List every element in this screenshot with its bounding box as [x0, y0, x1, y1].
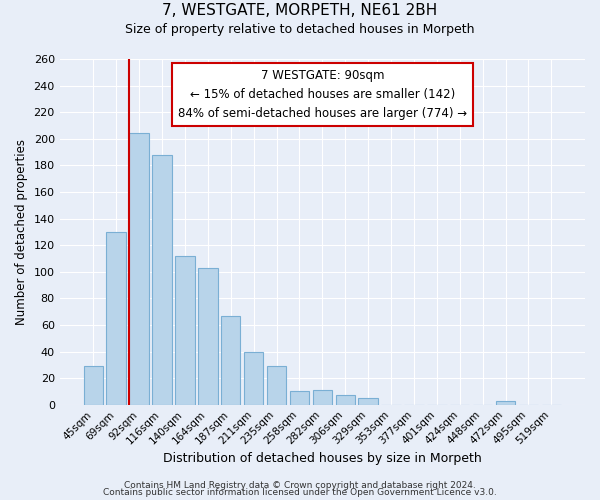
Bar: [358, 398, 378, 404]
Bar: [290, 392, 309, 404]
Bar: [313, 390, 332, 404]
Bar: [244, 352, 263, 405]
Text: 7 WESTGATE: 90sqm
← 15% of detached houses are smaller (142)
84% of semi-detache: 7 WESTGATE: 90sqm ← 15% of detached hous…: [178, 70, 467, 120]
Bar: [130, 134, 149, 404]
Bar: [175, 256, 194, 404]
X-axis label: Distribution of detached houses by size in Morpeth: Distribution of detached houses by size …: [163, 452, 482, 465]
Bar: [198, 268, 218, 404]
Text: Size of property relative to detached houses in Morpeth: Size of property relative to detached ho…: [125, 22, 475, 36]
Y-axis label: Number of detached properties: Number of detached properties: [15, 139, 28, 325]
Bar: [106, 232, 126, 404]
Bar: [335, 396, 355, 404]
Text: Contains public sector information licensed under the Open Government Licence v3: Contains public sector information licen…: [103, 488, 497, 497]
Bar: [267, 366, 286, 405]
Bar: [221, 316, 241, 404]
Bar: [496, 400, 515, 404]
Text: Contains HM Land Registry data © Crown copyright and database right 2024.: Contains HM Land Registry data © Crown c…: [124, 480, 476, 490]
Bar: [152, 154, 172, 404]
Text: 7, WESTGATE, MORPETH, NE61 2BH: 7, WESTGATE, MORPETH, NE61 2BH: [163, 3, 437, 18]
Bar: [83, 366, 103, 405]
